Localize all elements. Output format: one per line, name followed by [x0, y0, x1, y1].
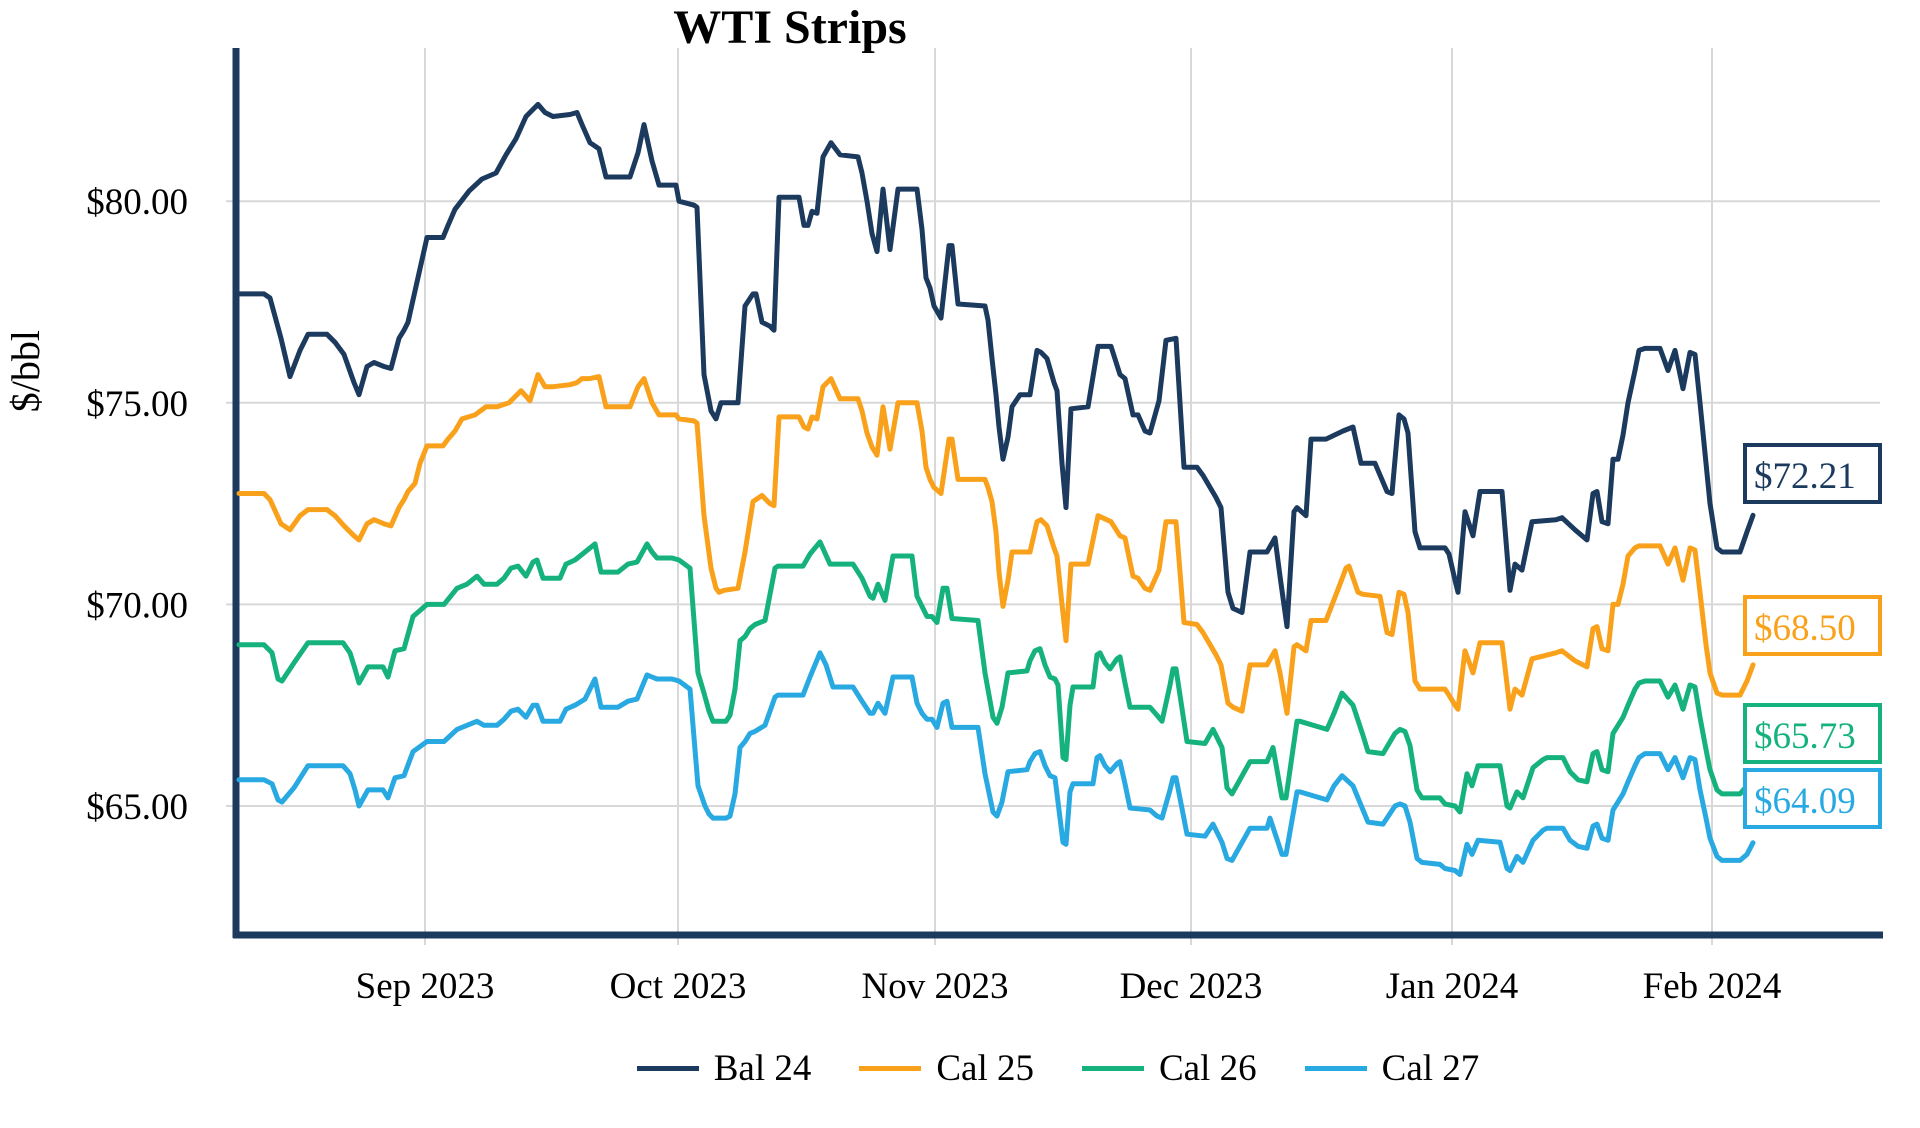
end-label-box	[1743, 595, 1882, 656]
series-line-cal-26	[236, 539, 1756, 815]
legend-swatch	[859, 1066, 922, 1071]
legend-label: Bal 24	[713, 1048, 812, 1089]
x-tick-label: Jan 2024	[1386, 966, 1519, 1007]
end-label-box	[1743, 443, 1882, 504]
legend-item-cal-25: Cal 25	[859, 1050, 1034, 1087]
series-line-bal-24	[236, 101, 1756, 630]
legend-label: Cal 25	[936, 1048, 1034, 1089]
legend: Bal 24 Cal 25 Cal 26 Cal 27	[236, 1050, 1880, 1087]
end-label-box	[1743, 703, 1882, 764]
x-tick-label: Oct 2023	[610, 966, 747, 1007]
x-tick-label: Sep 2023	[356, 966, 495, 1007]
chart-title: WTI Strips	[673, 1, 907, 54]
legend-item-cal-27: Cal 27	[1304, 1048, 1480, 1089]
legend-swatch	[636, 1066, 699, 1071]
y-axis-title: $/bbl	[3, 330, 48, 413]
x-tick-label: Dec 2023	[1120, 966, 1263, 1007]
legend-label: Cal 27	[1381, 1048, 1480, 1089]
legend-swatch	[1304, 1066, 1367, 1071]
end-label: $64.09	[1754, 781, 1856, 822]
x-tick-label: Nov 2023	[862, 966, 1009, 1007]
x-tick-label: Feb 2024	[1643, 966, 1782, 1007]
end-label: $68.50	[1754, 608, 1856, 649]
series-line-cal-27	[236, 650, 1756, 877]
end-label: $72.21	[1754, 456, 1856, 497]
end-label: $65.73	[1754, 716, 1856, 757]
y-tick-label: $70.00	[86, 585, 188, 626]
y-tick-label: $80.00	[86, 182, 188, 223]
end-label-box	[1743, 768, 1882, 829]
legend-label: Cal 26	[1159, 1048, 1257, 1089]
legend-item-cal-26: Cal 26	[1082, 1050, 1257, 1087]
legend-swatch	[1082, 1066, 1144, 1071]
y-tick-label: $75.00	[86, 384, 188, 425]
series-line-cal-25	[236, 372, 1756, 716]
y-tick-label: $65.00	[86, 787, 188, 828]
legend-item-bal-24: Bal 24	[636, 1048, 812, 1089]
